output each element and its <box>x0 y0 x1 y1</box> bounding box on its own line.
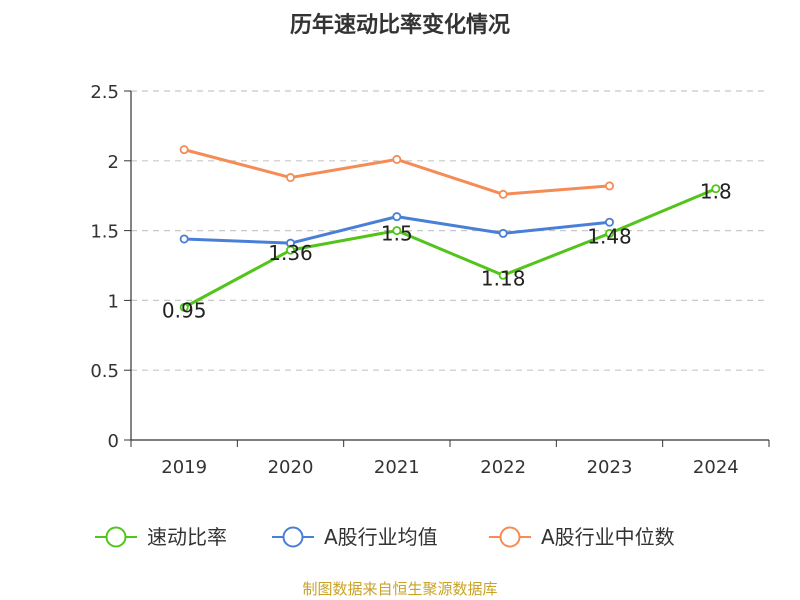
data-point <box>498 270 508 280</box>
legend-marker <box>499 526 521 548</box>
data-point <box>179 302 189 312</box>
data-label: 1.36 <box>268 241 313 265</box>
y-tick-label: 2 <box>108 152 119 173</box>
x-tick-label: 2023 <box>587 457 633 478</box>
data-label: 1.48 <box>587 224 632 248</box>
data-label: 1.8 <box>700 180 732 204</box>
data-point <box>605 217 615 227</box>
y-tick-label: 2.5 <box>90 82 119 103</box>
y-tick-label: 1.5 <box>90 222 119 243</box>
x-tick-label: 2021 <box>374 457 420 478</box>
legend-label: A股行业中位数 <box>541 525 675 549</box>
y-tick-label: 0 <box>108 431 119 452</box>
data-point <box>498 228 508 238</box>
data-point <box>392 154 402 164</box>
data-point <box>392 226 402 236</box>
grid-lines <box>131 90 769 371</box>
axes: 0 0.5 1 1.5 2 2.5 2019 2020 2021 2022 2023 2024 <box>90 82 770 478</box>
data-label: 1.18 <box>481 266 526 290</box>
data-point <box>179 145 189 155</box>
data-point <box>392 212 402 222</box>
chart-title: 历年速动比率变化情况 <box>290 12 510 38</box>
data-label: 0.95 <box>162 298 207 322</box>
legend-marker <box>282 526 304 548</box>
x-tick-label: 2019 <box>161 457 207 478</box>
legend: 速动比率 A股行业均值 A股行业中位数 <box>95 525 675 549</box>
x-tick-label: 2020 <box>268 457 314 478</box>
data-point <box>605 228 615 238</box>
legend-label: A股行业均值 <box>324 525 438 549</box>
data-label: 1.5 <box>381 222 413 246</box>
data-point <box>285 173 295 183</box>
data-point <box>605 181 615 191</box>
data-point <box>179 234 189 244</box>
series-layer <box>179 145 721 312</box>
source-note: 制图数据来自恒生聚源数据库 <box>302 580 497 598</box>
data-point <box>711 184 721 194</box>
data-point <box>498 189 508 199</box>
y-tick-label: 1 <box>108 291 119 312</box>
y-tick-label: 0.5 <box>90 361 119 382</box>
data-labels: 0.95 1.36 1.5 1.18 1.48 1.8 <box>162 180 732 323</box>
series-line <box>183 187 717 309</box>
data-point <box>285 245 295 255</box>
x-tick-label: 2022 <box>480 457 526 478</box>
legend-label: 速动比率 <box>147 525 227 549</box>
legend-marker <box>105 526 127 548</box>
x-tick-label: 2024 <box>693 457 739 478</box>
